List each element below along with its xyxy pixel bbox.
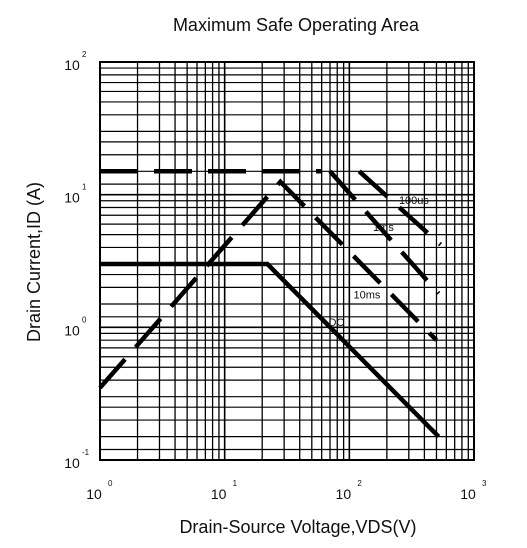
y-tick-label: 10 [64, 455, 80, 471]
series-line-5 [100, 261, 441, 439]
series-line-2 [98, 178, 439, 390]
x-axis-label: Drain-Source Voltage,VDS(V) [179, 517, 416, 537]
series-line-3 [328, 169, 441, 295]
annotation-1: 100us [399, 195, 429, 207]
annotation-2: 1ms [373, 222, 394, 234]
x-tick-exponent: 1 [233, 479, 238, 488]
x-tick-exponent: 2 [357, 479, 362, 488]
y-tick-exponent: 0 [82, 315, 87, 324]
annotation-3: 10ms [354, 289, 381, 301]
y-tick-label: 10 [64, 322, 80, 338]
plot-frame [99, 61, 475, 461]
grid [99, 62, 474, 461]
x-tick-exponent: 3 [482, 479, 487, 488]
y-tick-exponent: 2 [82, 50, 87, 59]
y-tick-label: 10 [64, 190, 80, 206]
y-axis-label: Drain Current,ID (A) [24, 182, 44, 342]
x-tick-label: 10 [86, 486, 102, 502]
x-tick-labels: 10 0 10 1 10 2 10 3 [86, 479, 487, 502]
chart-title: Maximum Safe Operating Area [173, 15, 420, 35]
annotation-4: DC [328, 317, 344, 329]
x-tick-exponent: 0 [108, 479, 113, 488]
annotation-layer: 100us 1ms 10ms DC [328, 195, 429, 329]
series-line-4 [357, 169, 443, 247]
y-tick-exponent: 1 [82, 183, 87, 192]
y-tick-label: 10 [64, 57, 80, 73]
x-tick-label: 10 [211, 486, 227, 502]
y-tick-exponent: -1 [82, 448, 90, 457]
x-tick-label: 10 [336, 486, 352, 502]
series-layer [98, 169, 443, 439]
x-tick-label: 10 [460, 486, 476, 502]
